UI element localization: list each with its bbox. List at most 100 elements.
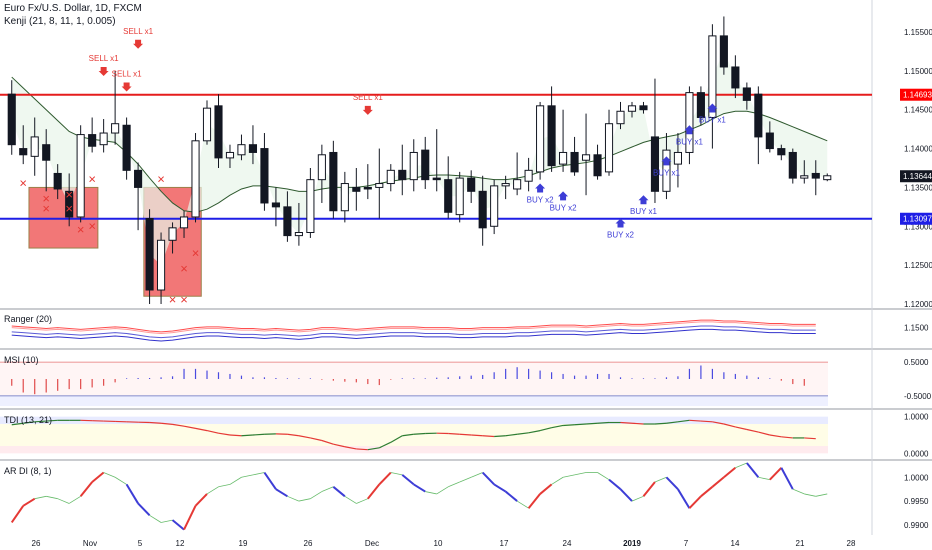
candle xyxy=(536,101,545,180)
tdi-segment xyxy=(574,423,587,426)
buy-arrow xyxy=(707,103,718,113)
candle xyxy=(145,209,154,304)
x-tick-label: 12 xyxy=(176,539,185,548)
tdi-segment xyxy=(195,427,208,432)
candle-body xyxy=(271,202,280,208)
candle xyxy=(88,117,97,153)
tdi-segment xyxy=(149,421,162,424)
candle-body xyxy=(673,151,682,165)
candle-body xyxy=(708,35,717,118)
tdi-segment xyxy=(758,431,770,436)
ardi-segment xyxy=(171,519,185,531)
candle xyxy=(742,82,751,110)
ardi-segment xyxy=(344,495,357,504)
buy-signal-label: BUY x2 xyxy=(607,231,635,240)
candle-body xyxy=(570,151,579,173)
x-tick-label: 21 xyxy=(796,539,805,548)
ardi-segment xyxy=(356,498,368,504)
candle xyxy=(340,171,349,223)
candle xyxy=(823,173,832,182)
x-tick-label: 19 xyxy=(239,539,248,548)
x-tick-label: Nov xyxy=(83,539,97,548)
sell-signal-label: SELL x1 xyxy=(123,27,153,36)
buy-arrow xyxy=(558,191,569,201)
tdi-segment xyxy=(494,435,506,438)
candle xyxy=(708,24,717,149)
ardi-segment xyxy=(57,498,70,504)
candle xyxy=(7,80,16,155)
ardi-segment xyxy=(241,474,254,478)
candle-body xyxy=(559,151,568,165)
ranger-series xyxy=(11,328,816,342)
tdi-segment xyxy=(471,434,483,437)
ardi-segment xyxy=(746,462,760,478)
candle-body xyxy=(7,93,16,146)
tdi-segment xyxy=(505,433,518,437)
tdi-segment xyxy=(310,437,322,442)
candle-body xyxy=(616,110,625,125)
x-tick-label: 26 xyxy=(304,539,313,548)
tdi-title: TDI (13, 21) xyxy=(4,415,53,425)
candle xyxy=(513,152,522,196)
ardi-segment xyxy=(804,493,816,497)
candle-body xyxy=(179,216,189,229)
candle xyxy=(260,133,269,211)
candle xyxy=(604,109,614,176)
candle-body xyxy=(363,186,372,190)
price-tick-label: 1.12500 xyxy=(904,261,932,270)
candle-body xyxy=(627,105,637,112)
ardi-segment xyxy=(597,472,610,480)
tdi-segment xyxy=(597,421,610,424)
price-tick-label: 1.14500 xyxy=(904,106,932,115)
ardi-segment xyxy=(160,519,173,523)
ardi-segment xyxy=(378,471,392,486)
ardi-segment xyxy=(310,491,323,500)
ardi-segment xyxy=(493,483,507,493)
ardi-segment xyxy=(608,478,622,490)
x-tick-label: 7 xyxy=(684,539,689,548)
msi-low-band xyxy=(0,395,828,406)
candle-body xyxy=(237,144,246,156)
candle xyxy=(570,136,579,176)
ardi-segment xyxy=(114,476,127,485)
tdi-segment xyxy=(344,446,357,450)
tdi-segment xyxy=(402,433,414,437)
candle-body xyxy=(490,185,499,227)
tdi-segment xyxy=(654,422,667,425)
sell-signal-label: SELL x1 xyxy=(112,70,142,79)
tdi-segment xyxy=(379,441,392,449)
candle xyxy=(616,101,625,130)
cross-marker: × xyxy=(180,261,188,276)
ardi-segment xyxy=(631,495,644,502)
ardi-segment xyxy=(367,483,381,500)
tdi-segment xyxy=(631,422,644,425)
candle-body xyxy=(409,151,418,181)
candle xyxy=(432,129,441,192)
candle xyxy=(777,144,786,161)
candle xyxy=(294,202,303,246)
ardi-segment xyxy=(516,500,529,509)
candle-body xyxy=(513,179,522,190)
ardi-segment xyxy=(103,472,116,478)
candle xyxy=(363,164,372,200)
ardi-segment xyxy=(735,462,748,469)
ardi-segment xyxy=(448,481,460,488)
buy-arrow xyxy=(535,183,546,193)
candle xyxy=(352,168,361,211)
ardi-segment xyxy=(22,497,36,507)
candle xyxy=(673,133,682,188)
x-tick-label: 2019 xyxy=(623,539,641,548)
candle-body xyxy=(536,105,545,173)
candle-body xyxy=(719,35,728,68)
candle-body xyxy=(432,177,441,181)
msi-tick-label: 0.5000 xyxy=(904,358,929,367)
ardi-segment xyxy=(218,484,231,488)
candle-body xyxy=(65,190,74,218)
candle xyxy=(179,210,189,238)
price-tick-label: 1.15000 xyxy=(904,67,932,76)
candle-body xyxy=(685,92,694,153)
candle-body xyxy=(225,151,235,159)
candle-body xyxy=(191,140,200,218)
ardi-segment xyxy=(471,472,483,478)
